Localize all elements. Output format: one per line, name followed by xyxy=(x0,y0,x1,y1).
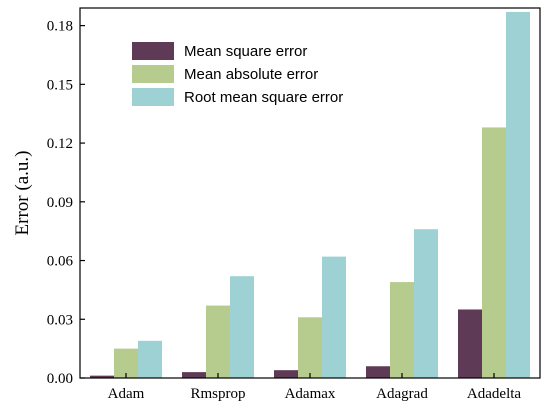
bars-layer xyxy=(90,11,530,378)
bar-rmsprop-series-0 xyxy=(182,372,206,378)
legend-swatch-1 xyxy=(132,65,174,83)
bar-rmsprop-series-2 xyxy=(230,276,254,378)
legend-label-2: Root mean square error xyxy=(184,89,343,106)
legend-swatch-0 xyxy=(132,42,174,60)
bar-adam-series-2 xyxy=(138,340,162,378)
x-tick-label-adadelta: Adadelta xyxy=(467,386,521,402)
y-axis: 0.00 0.03 0.06 0.09 0.12 0.15 0.18 xyxy=(47,19,85,387)
x-tick-label-adagrad: Adagrad xyxy=(376,386,428,402)
y-tick-label: 0.00 xyxy=(47,371,73,387)
legend: Mean square error Mean absolute error Root… xyxy=(132,42,343,106)
legend-label-1: Mean absolute error xyxy=(184,66,318,83)
bar-adagrad-series-1 xyxy=(390,282,414,378)
bar-rmsprop-series-1 xyxy=(206,305,230,378)
legend-swatch-2 xyxy=(132,88,174,106)
bar-adadelta-series-0 xyxy=(458,309,482,378)
x-axis: Adam Rmsprop Adamax Adagrad Adadelta xyxy=(108,373,521,402)
x-tick-label-adamax: Adamax xyxy=(285,386,336,402)
bar-adadelta-series-1 xyxy=(482,127,506,378)
bar-adamax-series-1 xyxy=(298,317,322,378)
legend-label-0: Mean square error xyxy=(184,43,307,60)
y-tick-label: 0.09 xyxy=(47,195,73,211)
y-tick-label: 0.15 xyxy=(47,77,73,93)
bar-adagrad-series-2 xyxy=(414,229,438,378)
bar-adadelta-series-2 xyxy=(506,11,530,378)
bar-adamax-series-2 xyxy=(322,256,346,378)
x-tick-label-rmsprop: Rmsprop xyxy=(190,386,245,402)
y-tick-label: 0.06 xyxy=(47,254,74,270)
y-tick-label: 0.03 xyxy=(47,312,73,328)
bar-adagrad-series-0 xyxy=(366,366,390,378)
x-tick-label-adam: Adam xyxy=(108,386,145,402)
bar-adamax-series-0 xyxy=(274,370,298,378)
y-axis-title: Error (a.u.) xyxy=(12,151,33,236)
y-tick-label: 0.12 xyxy=(47,136,73,152)
bar-adam-series-0 xyxy=(90,375,114,378)
y-tick-label: 0.18 xyxy=(47,19,73,35)
